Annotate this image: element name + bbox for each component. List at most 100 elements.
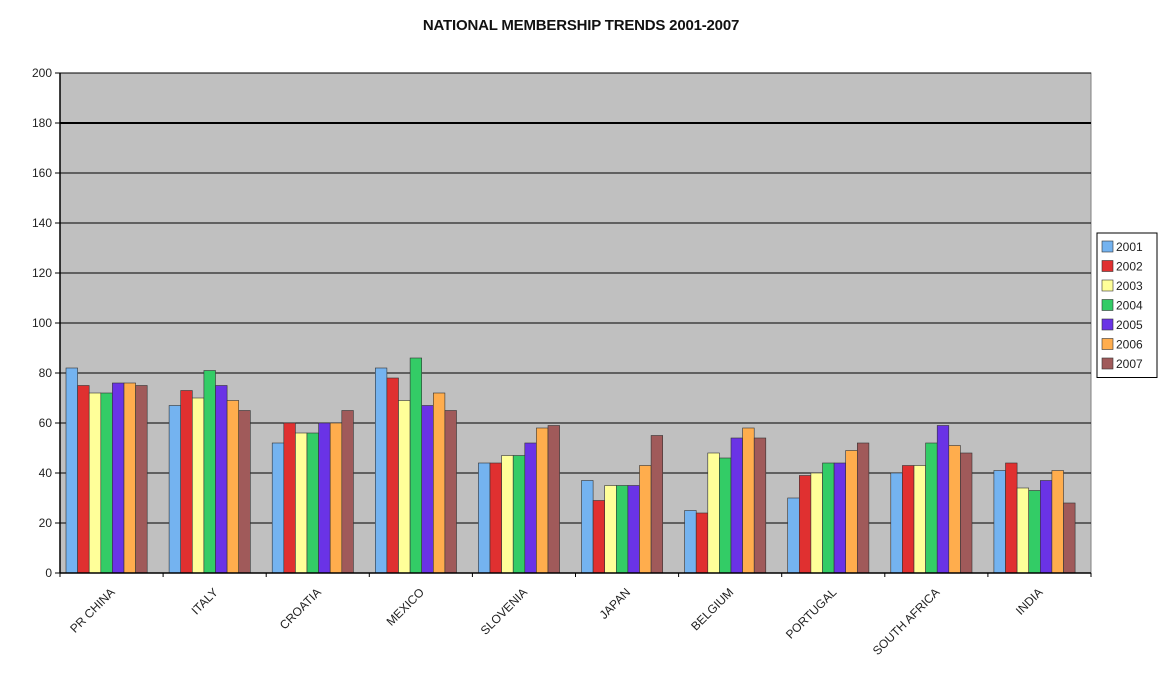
bar-2002-pr-china xyxy=(77,385,90,574)
x-category-label: JAPAN xyxy=(597,585,634,622)
bar-2002-mexico xyxy=(386,377,399,574)
bar-2007-mexico xyxy=(444,410,457,574)
x-category-label: ITALY xyxy=(189,585,221,617)
bar-2005-italy xyxy=(215,385,228,574)
bar-2005-portugal xyxy=(833,462,846,574)
bar-2005-japan xyxy=(627,485,640,574)
bar-2006-slovenia xyxy=(536,427,549,574)
y-tick-label: 0 xyxy=(45,566,52,580)
x-category-label: SOUTH AFRICA xyxy=(870,585,943,658)
bar-2006-japan xyxy=(639,465,652,574)
bar-2004-croatia xyxy=(306,432,319,574)
bar-2002-japan xyxy=(592,500,605,574)
bar-2007-italy xyxy=(238,410,251,574)
bar-2006-portugal xyxy=(845,450,858,574)
bar-2003-portugal xyxy=(810,472,823,574)
bar-2001-croatia xyxy=(271,442,285,574)
bar-2002-india xyxy=(1005,462,1018,574)
y-tick-label: 60 xyxy=(39,416,53,430)
bar-2006-pr-china xyxy=(123,382,136,574)
bar-2003-croatia xyxy=(295,432,308,574)
bar-2001-slovenia xyxy=(478,462,491,574)
legend-label-2005: 2005 xyxy=(1116,318,1143,332)
bar-2007-croatia xyxy=(341,410,354,574)
bar-2001-belgium xyxy=(684,510,697,574)
chart-title: NATIONAL MEMBERSHIP TRENDS 2001-2007 xyxy=(422,17,740,34)
bar-2001-italy xyxy=(168,405,182,574)
bar-2006-south-africa xyxy=(948,445,961,574)
legend-label-2006: 2006 xyxy=(1116,338,1143,352)
bar-2005-belgium xyxy=(730,437,743,574)
bar-2004-pr-china xyxy=(100,392,113,574)
legend-swatch-2005 xyxy=(1101,318,1114,331)
bar-2001-south-africa xyxy=(890,472,903,574)
bar-2004-belgium xyxy=(719,457,732,574)
y-tick-label: 40 xyxy=(39,466,53,480)
bar-2002-portugal xyxy=(798,475,812,574)
bar-2005-slovenia xyxy=(524,442,537,574)
legend-swatch-2002 xyxy=(1101,260,1114,272)
x-category-label: SLOVENIA xyxy=(478,585,530,637)
y-tick-label: 120 xyxy=(32,266,52,280)
legend-swatch-2004 xyxy=(1101,299,1114,311)
bar-2005-india xyxy=(1040,480,1053,574)
bar-2001-india xyxy=(993,470,1006,574)
legend-label-2004: 2004 xyxy=(1116,299,1143,313)
bar-2001-mexico xyxy=(374,367,388,574)
bar-2001-pr-china xyxy=(65,367,78,574)
x-category-label: CROATIA xyxy=(277,585,324,632)
y-tick-label: 140 xyxy=(32,216,52,230)
bar-2003-japan xyxy=(604,485,617,574)
x-category-label: PR CHINA xyxy=(67,585,117,635)
bar-2002-belgium xyxy=(695,512,709,574)
bar-2007-japan xyxy=(650,435,663,574)
bar-2003-mexico xyxy=(398,400,411,574)
legend-swatch-2001 xyxy=(1101,240,1114,253)
bar-2006-croatia xyxy=(329,422,343,574)
bar-2007-india xyxy=(1063,502,1076,574)
bar-2004-south-africa xyxy=(925,442,938,574)
bar-2005-mexico xyxy=(421,405,434,574)
bar-2003-india xyxy=(1016,487,1029,574)
bar-2006-mexico xyxy=(432,392,446,574)
bar-2003-south-africa xyxy=(913,465,926,574)
bar-2005-croatia xyxy=(318,422,331,574)
bar-2002-south-africa xyxy=(902,465,915,574)
bar-2003-italy xyxy=(192,397,205,574)
bar-2003-belgium xyxy=(707,452,720,574)
bar-2005-pr-china xyxy=(112,382,125,574)
x-category-label: BELGIUM xyxy=(688,585,736,633)
x-category-label: INDIA xyxy=(1013,585,1046,618)
legend-label-2003: 2003 xyxy=(1116,279,1143,293)
legend-label-2002: 2002 xyxy=(1116,260,1143,274)
y-tick-label: 180 xyxy=(32,116,52,130)
bar-2006-italy xyxy=(226,400,240,574)
bar-2003-slovenia xyxy=(501,455,514,574)
bar-2007-slovenia xyxy=(547,425,560,574)
y-tick-label: 20 xyxy=(39,516,53,530)
bar-2007-belgium xyxy=(753,437,767,574)
bar-2004-slovenia xyxy=(512,455,526,574)
bar-2007-south-africa xyxy=(960,452,973,574)
bar-2005-south-africa xyxy=(936,425,950,574)
legend: 2001 2002 2003 2004 2005 2006 2007 xyxy=(1096,232,1158,378)
gridlines xyxy=(60,72,1091,524)
legend-label-2001: 2001 xyxy=(1116,240,1143,254)
bar-2007-pr-china xyxy=(135,385,148,574)
bar-2004-japan xyxy=(615,485,629,574)
legend-label-2007: 2007 xyxy=(1116,357,1143,371)
bar-2002-croatia xyxy=(283,422,296,574)
y-tick-label: 100 xyxy=(32,316,52,330)
legend-swatch-2006 xyxy=(1101,338,1114,350)
y-tick-label: 200 xyxy=(32,66,52,80)
bar-2004-italy xyxy=(203,370,216,574)
x-category-label: PORTUGAL xyxy=(783,585,840,642)
bar-2004-india xyxy=(1028,490,1041,574)
bar-2001-japan xyxy=(581,480,594,574)
legend-swatch-2007 xyxy=(1101,357,1114,370)
bar-2001-portugal xyxy=(787,497,800,574)
bar-2006-belgium xyxy=(742,427,755,574)
x-category-label: MEXICO xyxy=(384,585,427,628)
legend-swatch-2003 xyxy=(1101,279,1114,292)
